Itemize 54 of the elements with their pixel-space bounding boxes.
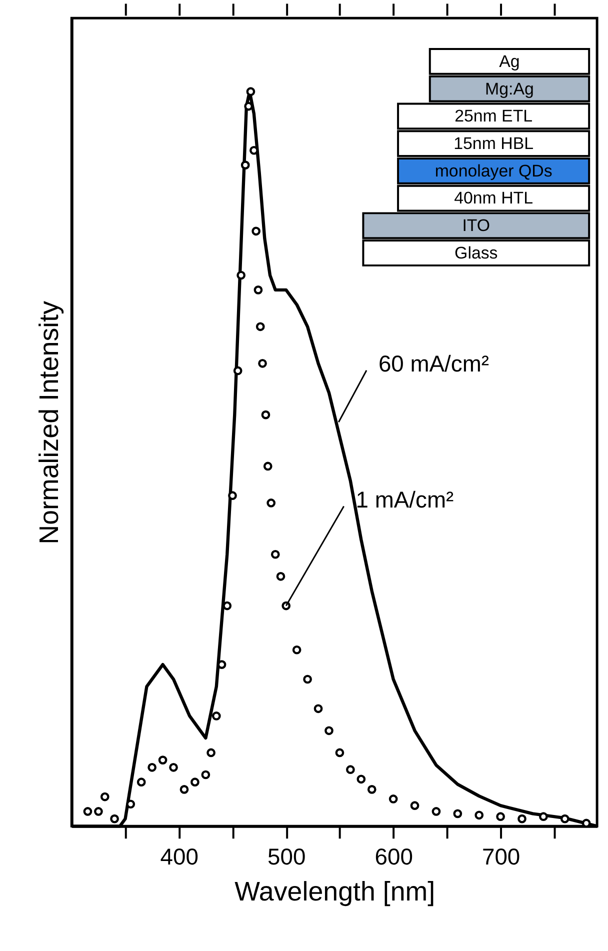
point [582, 818, 591, 828]
point [254, 286, 263, 294]
point [252, 226, 261, 236]
annotation: 1 mA/cm² [356, 486, 454, 512]
point [148, 762, 156, 772]
point [314, 704, 323, 714]
annotation: 60 mA/cm² [378, 350, 490, 376]
point [388, 794, 398, 804]
point [261, 410, 270, 420]
point [518, 814, 526, 824]
point [256, 322, 265, 332]
point [367, 785, 376, 794]
point [335, 748, 344, 758]
point [228, 491, 237, 500]
point [266, 498, 276, 508]
point [539, 812, 548, 822]
point [276, 572, 286, 581]
point [258, 358, 267, 368]
point [233, 366, 242, 376]
point [190, 778, 200, 787]
point [180, 785, 189, 794]
point [94, 807, 103, 816]
point [201, 770, 210, 780]
point [158, 756, 168, 764]
x-tick-label: 400 [160, 843, 198, 870]
point [206, 748, 216, 758]
point [240, 160, 250, 170]
point [100, 792, 110, 802]
point [346, 765, 355, 774]
point [356, 774, 366, 784]
point [474, 810, 484, 820]
x-tick-label: 700 [482, 843, 520, 870]
point [246, 87, 256, 96]
point [324, 726, 334, 736]
x-tick-label: 500 [268, 843, 306, 870]
point [236, 270, 246, 280]
point [496, 812, 505, 822]
point [410, 801, 420, 810]
point [110, 814, 119, 824]
point [263, 462, 272, 471]
point [453, 809, 462, 818]
point [432, 807, 441, 816]
point [303, 674, 312, 684]
point [560, 814, 570, 824]
point [136, 778, 146, 787]
x-axis-title: Wavelength [nm] [234, 876, 436, 906]
point [169, 762, 178, 772]
x-tick-label: 600 [374, 843, 413, 870]
point [83, 807, 92, 816]
point [270, 550, 280, 559]
point [126, 800, 136, 809]
point [292, 645, 302, 654]
y-axis-title: Normalized Intensity [34, 300, 64, 544]
point [212, 712, 221, 720]
